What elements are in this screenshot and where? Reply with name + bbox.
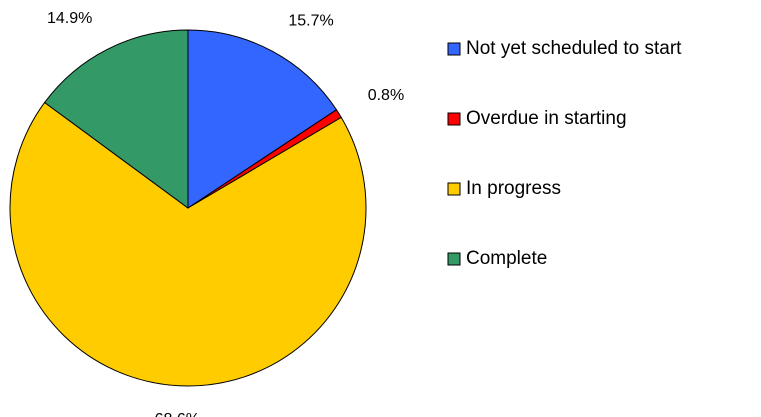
- legend-label: Complete: [466, 248, 547, 269]
- data-label: 0.8%: [368, 87, 404, 104]
- pie-slice: [187, 29, 338, 209]
- legend-swatch: [447, 42, 461, 56]
- data-label: 14.9%: [47, 10, 92, 27]
- legend-swatch: [447, 182, 461, 196]
- data-label: 68.6%: [155, 411, 200, 417]
- pie-slice: [43, 29, 189, 209]
- data-label: 15.7%: [288, 12, 333, 29]
- legend-label: Not yet scheduled to start: [466, 38, 682, 59]
- legend-label: In progress: [466, 178, 561, 199]
- legend-swatch: [447, 112, 461, 126]
- legend-label: Overdue in starting: [466, 108, 627, 129]
- pie-slice: [9, 101, 367, 387]
- legend-swatch: [447, 252, 461, 266]
